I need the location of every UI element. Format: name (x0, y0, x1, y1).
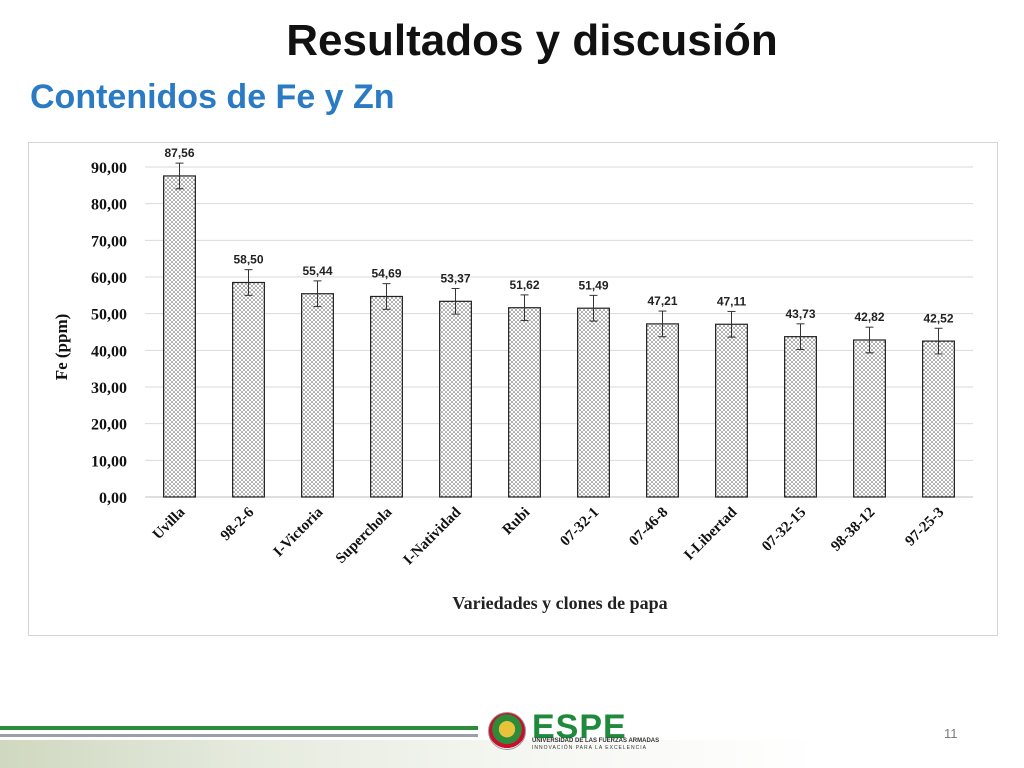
error-bar (934, 327, 943, 355)
x-tick-labels: Uvilla 98-2-6 I-Victoria Superchola I-Nativi… (150, 504, 947, 568)
footer-line-gray (0, 734, 478, 737)
x-tick-label: 07-32-1 (557, 505, 602, 550)
value-label: 47,11 (717, 294, 747, 308)
y-tick-label: 60,00 (91, 270, 127, 287)
x-tick-label: I-Libertad (681, 504, 741, 564)
logo-subtitle-1: UNIVERSIDAD DE LAS FUERZAS ARMADAS (532, 738, 660, 744)
error-bar (796, 323, 805, 350)
error-bar (727, 310, 736, 338)
x-tick-label: I-Victoria (271, 504, 327, 560)
value-label: 87,56 (164, 146, 194, 160)
bar (715, 323, 748, 498)
value-label: 51,49 (578, 278, 608, 292)
y-tick-labels: 0,00 10,00 20,00 30,00 40,00 50,00 60,00 70,00 8… (91, 160, 127, 507)
y-tick-label: 30,00 (91, 380, 127, 397)
value-label: 42,52 (923, 311, 953, 325)
y-tick-label: 70,00 (91, 233, 127, 250)
error-bars (175, 162, 943, 355)
x-tick-label: I-Natividad (401, 504, 465, 568)
x-tick-label: 07-32-15 (759, 505, 809, 555)
value-label: 51,62 (509, 278, 539, 292)
error-bar (520, 294, 529, 322)
value-label: 54,69 (371, 267, 401, 281)
espe-logo: ESPE UNIVERSIDAD DE LAS FUERZAS ARMADAS … (488, 708, 660, 752)
y-tick-label: 40,00 (91, 343, 127, 360)
x-tick-label: 98-2-6 (218, 504, 258, 544)
error-bar (451, 287, 460, 315)
bar (301, 293, 334, 498)
error-bar (382, 283, 391, 310)
bar (853, 339, 886, 498)
error-bar (658, 310, 667, 338)
bars (163, 175, 955, 498)
bar (232, 281, 265, 498)
chart-frame: 0,00 10,00 20,00 30,00 40,00 50,00 60,00 70,00 8… (28, 142, 998, 636)
x-tick-label: Uvilla (150, 504, 189, 543)
bar (370, 295, 403, 498)
x-tick-label: 98-38-12 (828, 505, 878, 555)
value-label: 43,73 (785, 307, 815, 321)
error-bar (175, 162, 184, 190)
value-label: 55,44 (302, 264, 332, 278)
value-label: 58,50 (233, 253, 263, 267)
value-label: 53,37 (440, 271, 470, 285)
error-bar (313, 280, 322, 308)
x-tick-label: Superchola (333, 504, 396, 567)
fe-bar-chart: 0,00 10,00 20,00 30,00 40,00 50,00 60,00 70,00 8… (52, 146, 973, 613)
logo-text: ESPE (532, 708, 627, 746)
value-label: 47,21 (647, 294, 677, 308)
footer-line-green (0, 726, 478, 730)
x-axis-label: Variedades y clones de papa (452, 593, 667, 613)
bar (577, 307, 610, 498)
y-tick-label: 80,00 (91, 197, 127, 214)
y-axis-label: Fe (ppm) (52, 314, 71, 381)
error-bar (589, 294, 598, 322)
error-bar (244, 269, 253, 296)
x-tick-label: 97-25-3 (902, 505, 947, 550)
error-bar (865, 326, 874, 354)
bar (922, 340, 955, 498)
bar (646, 323, 679, 498)
grid-layer (145, 166, 973, 498)
slide-title: Resultados y discusión (286, 16, 778, 65)
bar (508, 307, 541, 498)
y-tick-label: 20,00 (91, 417, 127, 434)
bar (439, 300, 472, 498)
slide-subtitle: Contenidos de Fe y Zn (30, 78, 395, 116)
bar (784, 336, 817, 498)
y-tick-label: 50,00 (91, 307, 127, 324)
y-tick-label: 10,00 (91, 453, 127, 470)
value-label: 42,82 (854, 310, 884, 324)
university-seal-icon (488, 712, 526, 750)
y-tick-label: 90,00 (91, 160, 127, 177)
page-number: 11 (944, 726, 958, 741)
x-tick-label: 07-46-8 (626, 505, 671, 550)
logo-subtitle-2: INNOVACIÓN PARA LA EXCELENCIA (532, 745, 647, 751)
x-tick-label: Rubi (500, 505, 534, 539)
y-tick-label: 0,00 (99, 490, 127, 507)
value-labels: 87,56 58,50 55,44 54,69 53,37 51,62 51,49 47,21… (164, 146, 953, 325)
bar (163, 175, 196, 498)
